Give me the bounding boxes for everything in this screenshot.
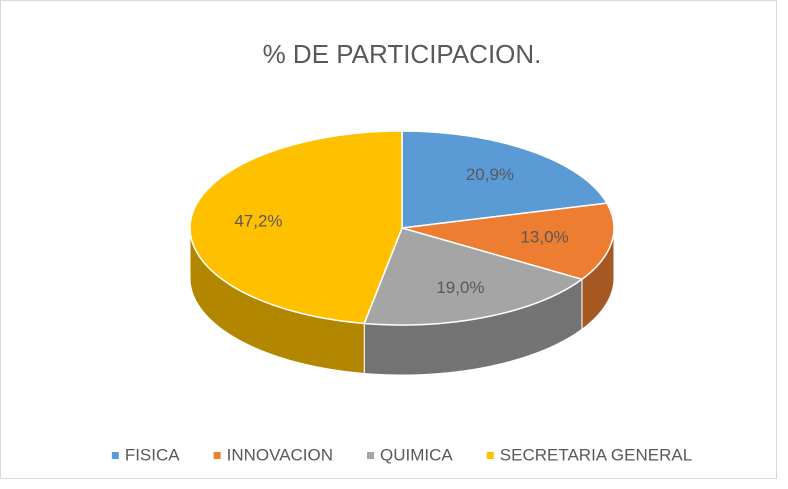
slice bbox=[401, 202, 615, 281]
legend-label: INNOVACION bbox=[227, 445, 333, 464]
slice bbox=[401, 130, 609, 229]
legend-swatch bbox=[213, 452, 221, 459]
legend-label: QUIMICA bbox=[380, 445, 453, 464]
data-label: 20,9% bbox=[466, 165, 514, 184]
data-label: 47,2% bbox=[234, 212, 282, 231]
legend-label: SECRETARIA GENERAL bbox=[500, 445, 692, 464]
legend-swatch bbox=[486, 452, 494, 459]
slice bbox=[189, 130, 403, 325]
legend-swatch bbox=[367, 452, 375, 459]
data-label: 19,0% bbox=[436, 278, 484, 297]
chart-title: % DE PARTICIPACION. bbox=[263, 39, 542, 69]
slice bbox=[363, 227, 584, 326]
legend: FISICA INNOVACION QUIMICA SECRETARIA GENERA… bbox=[111, 445, 692, 464]
legend-label: FISICA bbox=[125, 445, 180, 464]
legend-swatch bbox=[111, 452, 119, 459]
data-label: 13,0% bbox=[520, 227, 568, 246]
